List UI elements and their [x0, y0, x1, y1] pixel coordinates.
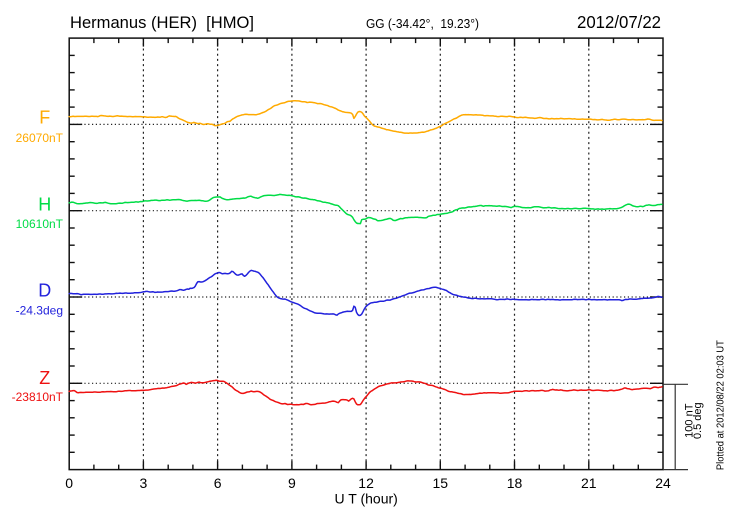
svg-text:15: 15 — [433, 475, 449, 491]
svg-text:-23810nT: -23810nT — [12, 390, 64, 404]
svg-text:24: 24 — [655, 475, 671, 491]
svg-text:0.5 deg: 0.5 deg — [692, 402, 704, 439]
svg-text:26070nT: 26070nT — [16, 131, 64, 145]
svg-text:100 nT: 100 nT — [684, 403, 696, 438]
svg-text:21: 21 — [581, 475, 597, 491]
svg-text:12: 12 — [358, 475, 374, 491]
svg-text:18: 18 — [507, 475, 523, 491]
svg-text:0: 0 — [65, 475, 73, 491]
svg-text:10610nT: 10610nT — [16, 217, 64, 231]
svg-text:Hermanus (HER) [HMO]: Hermanus (HER) [HMO] — [70, 14, 254, 32]
svg-text:6: 6 — [214, 475, 222, 491]
svg-text:Z: Z — [39, 368, 50, 388]
svg-text:U T (hour): U T (hour) — [335, 491, 398, 507]
svg-text:-24.3deg: -24.3deg — [16, 304, 63, 318]
svg-text:H: H — [38, 195, 51, 215]
svg-text:F: F — [39, 108, 50, 128]
svg-text:9: 9 — [288, 475, 296, 491]
svg-text:3: 3 — [140, 475, 148, 491]
svg-text:Plotted at 2012/08/22 02:03 UT: Plotted at 2012/08/22 02:03 UT — [715, 340, 726, 470]
svg-text:GG (-34.42°, 19.23°): GG (-34.42°, 19.23°) — [366, 16, 479, 31]
svg-text:2012/07/22: 2012/07/22 — [577, 12, 661, 32]
svg-text:D: D — [38, 281, 51, 301]
